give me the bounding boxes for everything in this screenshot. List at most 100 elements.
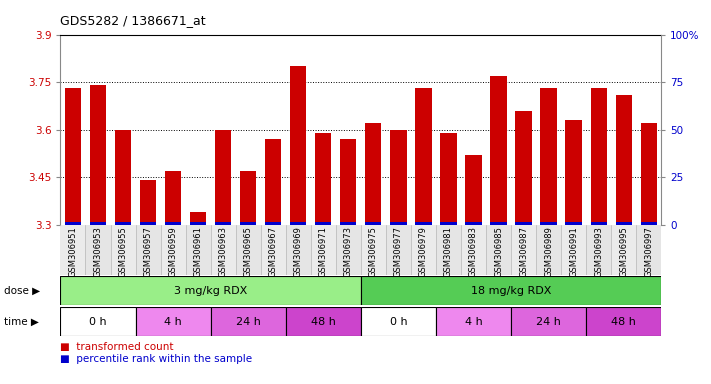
Text: dose ▶: dose ▶	[4, 286, 40, 296]
Bar	[491, 76, 507, 225]
Text: 3 mg/kg RDX: 3 mg/kg RDX	[174, 286, 247, 296]
Bar	[110, 225, 136, 275]
Bar	[65, 88, 81, 225]
Bar	[436, 307, 511, 336]
Bar	[465, 222, 481, 225]
Bar	[365, 123, 382, 225]
Text: ■  transformed count: ■ transformed count	[60, 342, 174, 353]
Bar	[611, 225, 636, 275]
Text: GSM306977: GSM306977	[394, 226, 403, 277]
Text: GSM306953: GSM306953	[93, 226, 102, 277]
Bar	[415, 222, 432, 225]
Bar	[340, 222, 356, 225]
Bar	[311, 225, 336, 275]
Text: GSM306995: GSM306995	[619, 226, 629, 277]
Bar	[515, 111, 532, 225]
Bar	[591, 222, 606, 225]
Bar	[90, 222, 106, 225]
Text: GSM306961: GSM306961	[193, 226, 203, 277]
Bar	[136, 225, 161, 275]
Bar	[60, 307, 136, 336]
Text: 48 h: 48 h	[611, 316, 636, 327]
Text: GSM306989: GSM306989	[544, 226, 553, 277]
Text: 24 h: 24 h	[536, 316, 561, 327]
Bar	[265, 222, 282, 225]
Bar	[190, 212, 206, 225]
Bar	[565, 120, 582, 225]
Bar	[565, 222, 582, 225]
Text: GSM306955: GSM306955	[119, 226, 127, 277]
Text: GSM306971: GSM306971	[319, 226, 328, 277]
Bar	[586, 307, 661, 336]
Bar	[616, 222, 632, 225]
Text: GSM306963: GSM306963	[219, 226, 228, 277]
Bar	[140, 222, 156, 225]
Bar	[540, 88, 557, 225]
Bar	[140, 180, 156, 225]
Text: GSM306979: GSM306979	[419, 226, 428, 277]
Text: GSM306969: GSM306969	[294, 226, 303, 277]
Text: 24 h: 24 h	[236, 316, 261, 327]
Bar	[411, 225, 436, 275]
Bar	[235, 225, 261, 275]
Bar	[636, 225, 661, 275]
Text: GSM306967: GSM306967	[269, 226, 278, 277]
Bar	[65, 222, 81, 225]
Bar	[540, 222, 557, 225]
Text: GSM306973: GSM306973	[344, 226, 353, 277]
Text: GSM306965: GSM306965	[244, 226, 252, 277]
Bar	[240, 171, 257, 225]
Bar	[315, 222, 331, 225]
Bar	[210, 307, 286, 336]
Bar	[90, 85, 106, 225]
Bar	[161, 225, 186, 275]
Text: GSM306985: GSM306985	[494, 226, 503, 277]
Bar	[365, 222, 382, 225]
Bar	[465, 155, 481, 225]
Bar	[290, 222, 306, 225]
Bar	[491, 222, 507, 225]
Bar	[536, 225, 561, 275]
Bar	[60, 276, 361, 305]
Bar	[386, 225, 411, 275]
Bar	[511, 307, 586, 336]
Bar	[641, 222, 657, 225]
Text: GSM306959: GSM306959	[169, 226, 178, 277]
Bar	[286, 225, 311, 275]
Text: GDS5282 / 1386671_at: GDS5282 / 1386671_at	[60, 14, 206, 27]
Text: GSM306987: GSM306987	[519, 226, 528, 277]
Bar	[290, 66, 306, 225]
Bar	[190, 222, 206, 225]
Bar	[115, 130, 131, 225]
Bar	[85, 225, 110, 275]
Text: GSM306993: GSM306993	[594, 226, 603, 277]
Bar	[210, 225, 235, 275]
Bar	[591, 88, 606, 225]
Bar	[361, 225, 386, 275]
Text: GSM306957: GSM306957	[144, 226, 153, 277]
Text: ■  percentile rank within the sample: ■ percentile rank within the sample	[60, 354, 252, 364]
Text: 0 h: 0 h	[89, 316, 107, 327]
Bar	[315, 133, 331, 225]
Bar	[186, 225, 210, 275]
Bar	[390, 130, 407, 225]
Bar	[390, 222, 407, 225]
Text: GSM306975: GSM306975	[369, 226, 378, 277]
Bar	[115, 222, 131, 225]
Bar	[261, 225, 286, 275]
Bar	[340, 139, 356, 225]
Text: GSM306997: GSM306997	[644, 226, 653, 277]
Text: 4 h: 4 h	[164, 316, 182, 327]
Text: GSM306951: GSM306951	[68, 226, 77, 277]
Text: 18 mg/kg RDX: 18 mg/kg RDX	[471, 286, 551, 296]
Bar	[165, 171, 181, 225]
Text: GSM306983: GSM306983	[469, 226, 478, 277]
Text: 4 h: 4 h	[464, 316, 482, 327]
Bar	[436, 225, 461, 275]
Text: time ▶: time ▶	[4, 316, 38, 327]
Bar	[60, 225, 85, 275]
Bar	[336, 225, 361, 275]
Bar	[561, 225, 586, 275]
Bar	[415, 88, 432, 225]
Bar	[641, 123, 657, 225]
